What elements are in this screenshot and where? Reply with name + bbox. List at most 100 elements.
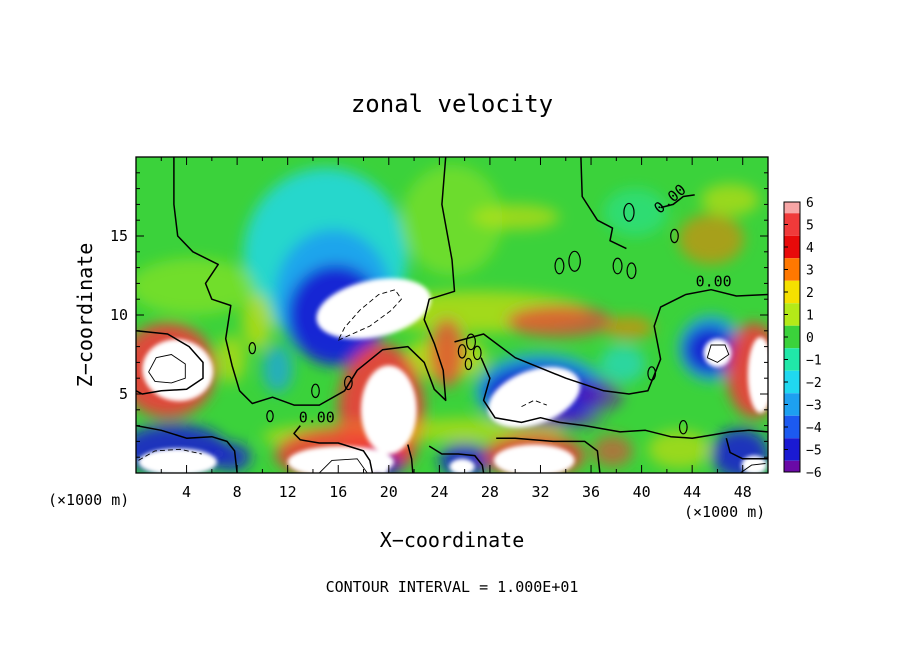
contour-loop	[670, 228, 679, 244]
zero-contour-line	[725, 438, 768, 460]
saturated-region	[741, 455, 767, 473]
x-tick-label: 16	[329, 483, 347, 501]
y-axis-ticks: 5 10 15	[110, 172, 768, 458]
zero-contour-line	[660, 194, 695, 209]
colorbar-label: 3	[806, 264, 814, 279]
contour-line	[739, 463, 766, 473]
contour-loop	[647, 366, 657, 381]
heatmap-cell	[647, 430, 712, 469]
saturated-region	[488, 367, 581, 428]
colorbar-swatch	[784, 348, 800, 371]
y-tick-label: 10	[110, 306, 128, 324]
contour-loop	[266, 409, 274, 423]
colorbar-swatch	[784, 393, 800, 416]
heatmap-cell	[599, 345, 646, 383]
contour-loop	[623, 202, 635, 222]
y-tick-label: 5	[119, 385, 128, 403]
saturated-region	[138, 448, 217, 473]
contour-loop	[457, 344, 467, 359]
saturated-region	[493, 444, 575, 473]
zero-contour-line	[428, 445, 485, 473]
contour-line	[318, 458, 368, 473]
zero-contour-line	[496, 437, 601, 473]
colorbar-swatch	[784, 438, 800, 461]
contour-line	[148, 354, 186, 384]
negative-contour-line	[521, 399, 547, 408]
heatmap-cell	[701, 183, 760, 216]
heatmap-cell	[242, 292, 273, 350]
x-tick-label: 12	[279, 483, 297, 501]
heatmap-cell	[210, 442, 252, 472]
saturated-region	[747, 337, 768, 413]
contour-value-label: 0.00	[696, 273, 732, 291]
contour-loop	[311, 383, 320, 399]
saturated-region	[360, 365, 417, 455]
colorbar-label: 1	[806, 309, 814, 324]
colorbar-swatch	[784, 370, 800, 394]
saturated-region	[449, 458, 475, 473]
x-tick-label: 44	[683, 483, 701, 501]
x-tick-label: 24	[430, 483, 448, 501]
contour-loop	[343, 375, 353, 391]
colorbar-label: 4	[806, 241, 814, 256]
heatmap-cell	[506, 305, 613, 338]
zero-contour-line	[454, 288, 768, 395]
colorbar-swatch	[784, 325, 800, 349]
colorbar-label: −3	[806, 399, 822, 414]
heatmap-area: 0.000.000.00	[136, 157, 768, 473]
colorbar-swatch	[784, 415, 800, 439]
zero-contour-line	[136, 330, 204, 395]
heatmap-cell	[592, 435, 633, 467]
contour-loop	[464, 357, 473, 371]
colorbar-swatch	[784, 202, 800, 214]
colorbar-label: −2	[806, 376, 822, 391]
white-regions	[138, 278, 768, 473]
x-tick-label: 20	[380, 483, 398, 501]
contour-value-label: 0.00	[299, 408, 335, 426]
colorbar-label: −6	[806, 466, 822, 481]
heatmap-cell	[401, 164, 503, 276]
x-tick-label: 48	[734, 483, 752, 501]
heatmap-cell	[577, 379, 623, 412]
x-axis-label: X−coordinate	[380, 528, 525, 552]
x-unit-label-right: (×1000 m)	[684, 503, 765, 521]
contour-loop	[554, 257, 565, 275]
x-unit-label-left: (×1000 m)	[48, 491, 129, 509]
zero-contour-line	[580, 157, 627, 250]
colorbar-swatch	[784, 258, 800, 281]
x-axis-ticks: 4 8 12 16 20 24 28 32 36 40 44 48	[160, 157, 752, 501]
contour-loop	[465, 333, 476, 351]
colorbar-swatch	[784, 303, 800, 326]
heatmap-cell	[262, 345, 293, 393]
negative-contour-line	[337, 289, 402, 341]
colorbar: 6 5 4 3 2 1 0 −1 −2 −3 −4 −5 −6	[783, 196, 822, 481]
heatmap-cell	[136, 258, 257, 315]
negative-contour-line	[138, 448, 202, 461]
x-tick-label: 36	[582, 483, 600, 501]
heatmap-cell	[429, 318, 465, 388]
y-axis-label: Z−coordinate	[73, 243, 97, 388]
x-tick-label: 28	[481, 483, 499, 501]
heatmap-cell	[603, 316, 655, 339]
contour-loop	[626, 262, 637, 280]
chart-title: zonal velocity	[351, 90, 553, 118]
colorbar-label: −1	[806, 354, 822, 369]
saturated-region	[376, 461, 389, 473]
contour-loop	[612, 257, 623, 275]
colorbar-label: 0	[806, 331, 814, 346]
colorbar-label: 6	[806, 196, 814, 211]
colorbar-label: 2	[806, 286, 814, 301]
colorbar-swatch	[784, 460, 800, 472]
saturated-region	[316, 278, 431, 340]
contour-loop	[568, 250, 581, 272]
colorbar-label: 5	[806, 219, 814, 234]
zero-contour-line	[480, 357, 768, 439]
contour-line	[706, 344, 730, 363]
y-tick-label: 15	[110, 227, 128, 245]
zero-contour-line	[136, 424, 238, 473]
contour-interval-note: CONTOUR INTERVAL = 1.000E+01	[326, 578, 579, 596]
colorbar-label: −4	[806, 421, 822, 436]
colorbar-swatch	[784, 280, 800, 304]
x-tick-label: 4	[182, 483, 191, 501]
